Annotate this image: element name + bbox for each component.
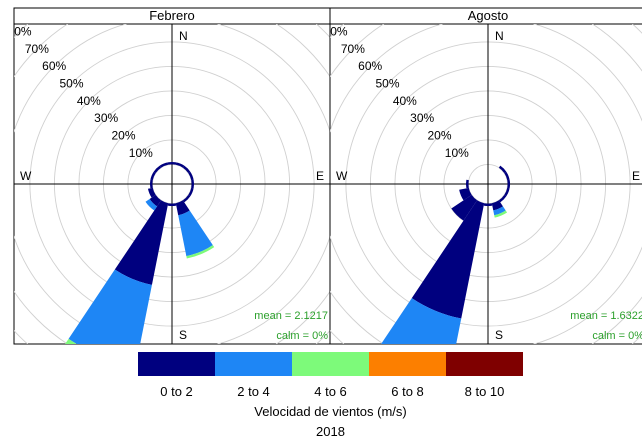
radial-tick-label: 50% [60, 77, 84, 91]
compass-label-s: S [495, 328, 503, 342]
petal-SSW-bin-3 [65, 338, 77, 344]
petal-SSW-bin-1 [114, 200, 169, 285]
mean-label: mean = 1.6322 [570, 310, 642, 322]
radial-tick-label: 90% [0, 7, 15, 21]
panel-agosto: Agosto10%20%30%40%50%60%70%80%90%NESWmea… [324, 7, 642, 345]
compass-label-n: N [179, 29, 188, 43]
petal-SSE-bin-2 [178, 210, 213, 257]
legend-subtitle: 2018 [316, 424, 345, 438]
legend-label-1: 0 to 2 [160, 384, 193, 399]
petal-SSW-bin-2 [381, 298, 462, 344]
radial-tick-label: 50% [376, 77, 400, 91]
compass-label-w: W [20, 169, 32, 183]
petal-SE-bin-1 [182, 194, 191, 203]
petal-SSE-bin-3 [494, 210, 508, 218]
radial-tick-label: 60% [358, 59, 382, 73]
mean-label: mean = 2.1217 [254, 310, 328, 322]
petal-SE-bin-1 [498, 194, 507, 203]
petal-E-bin-1 [507, 179, 511, 189]
legend: 0 to 2 2 to 4 4 to 6 6 to 8 8 to 10 Velocidad… [138, 352, 523, 438]
petal-ESE-bin-1 [188, 187, 194, 197]
legend-label-3: 4 to 6 [314, 384, 347, 399]
radial-tick-label: 80% [8, 25, 32, 39]
radial-tick-label: 80% [324, 25, 348, 39]
petal-NNE-bin-1 [175, 162, 185, 168]
petal-NNW-bin-1 [159, 162, 169, 168]
compass-label-e: E [632, 169, 640, 183]
petal-W-bin-1 [149, 179, 153, 189]
petal-WSW-bin-1 [147, 187, 156, 198]
legend-swatch-3 [292, 352, 369, 376]
radial-tick-label: 70% [25, 42, 49, 56]
petal-NW-bin-1 [153, 165, 162, 174]
legend-swatch-5 [446, 352, 523, 376]
calm-label: calm = 0% [592, 330, 642, 342]
petal-ESE-bin-1 [504, 187, 510, 197]
petal-S-bin-1 [483, 203, 493, 207]
compass-label-w: W [336, 169, 348, 183]
compass-label-n: N [495, 29, 504, 43]
petal-SSE-bin-2 [493, 206, 506, 216]
petal-SW-bin-2 [145, 198, 158, 211]
petal-E-bin-1 [191, 179, 195, 189]
petal-ENE-bin-1 [188, 171, 194, 181]
legend-title: Velocidad de vientos (m/s) [254, 404, 406, 419]
radial-tick-label: 10% [445, 146, 469, 160]
panel-febrero: Febrero 10% 20% 30% 40% 50% 60% 70% 80% 90% N E S Wme… [0, 7, 331, 345]
petal-SSW-bin-1 [411, 200, 485, 319]
calm-label: calm = 0% [276, 330, 328, 342]
radial-tick-label: 10% [129, 146, 153, 160]
legend-swatch-2 [215, 352, 292, 376]
petal-WSW-bin-1 [459, 187, 472, 201]
petal-SW-bin-1 [149, 194, 162, 207]
petal-SSE-bin-1 [491, 200, 503, 211]
petal-SSE-bin-1 [175, 200, 190, 216]
radial-tick-label: 30% [410, 111, 434, 125]
petal-SSW-bin-2 [68, 269, 152, 344]
petal-SW-bin-1 [451, 194, 478, 221]
petal-ENE-bin-1 [504, 171, 510, 181]
radial-tick-label: 40% [77, 94, 101, 108]
panel-title: Agosto [468, 8, 508, 23]
legend-label-4: 6 to 8 [391, 384, 424, 399]
compass-label-s: S [179, 328, 187, 342]
compass-label-e: E [316, 169, 324, 183]
petal-S-bin-1 [167, 203, 177, 207]
petal-NE-bin-1 [182, 165, 191, 174]
radial-tick-label: 20% [111, 128, 135, 142]
radial-tick-label: 20% [427, 128, 451, 142]
radial-tick-label: 30% [94, 111, 118, 125]
petal-NE-bin-1 [498, 165, 507, 174]
radial-tick-label: 40% [393, 94, 417, 108]
legend-label-5: 8 to 10 [465, 384, 505, 399]
legend-swatch-4 [369, 352, 446, 376]
legend-swatch-1 [138, 352, 215, 376]
petal-WNW-bin-1 [150, 171, 156, 181]
petal-W-bin-1 [465, 179, 469, 189]
legend-label-2: 2 to 4 [237, 384, 270, 399]
radial-tick-label: 60% [42, 59, 66, 73]
radial-tick-label: 70% [341, 42, 365, 56]
petal-SSE-bin-3 [186, 245, 215, 259]
panel-title: Febrero [149, 8, 195, 23]
petal-N-bin-1 [167, 161, 177, 165]
